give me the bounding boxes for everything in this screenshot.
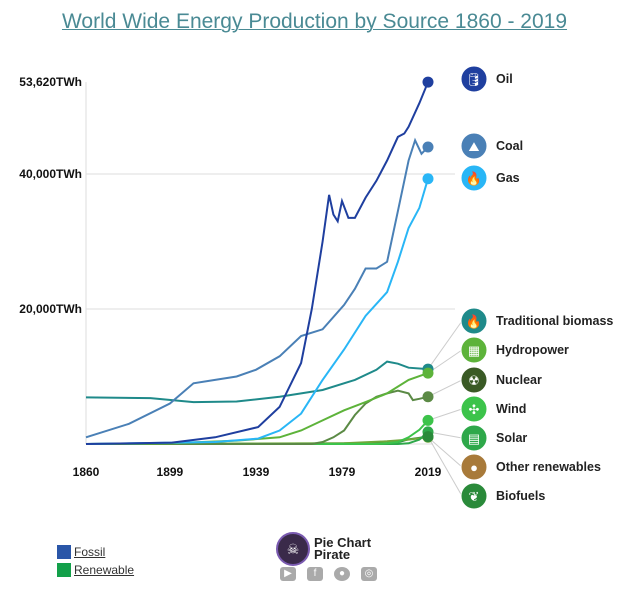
- series-label: Wind: [496, 402, 526, 416]
- end-point-wind[interactable]: [422, 414, 434, 426]
- corn-icon-glyph: ❦: [469, 489, 480, 504]
- coal-icon-glyph: ⛰: [469, 139, 480, 154]
- series-line-gas: [85, 178, 429, 445]
- flame-icon: [460, 164, 488, 192]
- connector-line: [427, 408, 463, 421]
- series-label: Other renewables: [496, 460, 601, 474]
- x-tick-label: 1899: [157, 465, 184, 479]
- connector-line: [427, 320, 463, 370]
- youtube-icon[interactable]: ▶: [280, 567, 296, 581]
- brand-name-1: Pie Chart: [314, 535, 372, 550]
- dam-icon: [460, 336, 488, 364]
- end-point-oil[interactable]: [422, 76, 434, 88]
- end-point-nuclear[interactable]: [422, 391, 434, 403]
- series-line-wind: [86, 419, 429, 445]
- x-tick-label: 1860: [73, 465, 100, 479]
- series-line-coal: [85, 137, 429, 439]
- series-line-oil: [85, 81, 429, 445]
- legend-fossil[interactable]: Fossil: [57, 545, 105, 559]
- brand-logo[interactable]: ☠ Pie Chart Pirate: [276, 532, 371, 566]
- facebook-icon[interactable]: f: [307, 567, 323, 581]
- series-label: Coal: [496, 139, 523, 153]
- connector-line: [427, 349, 463, 374]
- campfire-icon-glyph: 🔥: [466, 314, 482, 329]
- reddit-icon[interactable]: ●: [334, 567, 350, 581]
- y-tick-label: 53,620TWh: [19, 75, 82, 89]
- connector-line: [427, 431, 463, 439]
- connector-line: [427, 436, 463, 497]
- corn-icon: [460, 482, 488, 510]
- oil-barrel-icon: [460, 65, 488, 93]
- series-line-traditional-biomass: [85, 360, 429, 404]
- solar-panel-icon: [460, 424, 488, 452]
- legend-label: Fossil: [74, 545, 106, 559]
- x-tick-label: 1979: [329, 465, 356, 479]
- end-point-hydropower[interactable]: [422, 367, 434, 379]
- series-line-hydropower: [85, 372, 429, 445]
- end-point-gas[interactable]: [422, 173, 434, 185]
- y-tick-label: 40,000TWh: [19, 167, 82, 181]
- connector-line: [427, 379, 463, 398]
- flame-icon-glyph: 🔥: [466, 171, 482, 186]
- dam-icon-glyph: ▦: [468, 343, 480, 358]
- series-label: Solar: [496, 431, 527, 445]
- series-label: Hydropower: [496, 343, 569, 357]
- end-point-biofuels[interactable]: [422, 431, 434, 443]
- connector-line: [427, 436, 463, 468]
- solar-panel-icon-glyph: ▤: [468, 431, 480, 446]
- coal-icon: [460, 132, 488, 160]
- oil-barrel-icon-glyph: 🛢: [466, 72, 483, 87]
- series-label: Traditional biomass: [496, 314, 613, 328]
- other-renewables-icon-glyph: ●: [470, 460, 478, 475]
- campfire-icon: [460, 307, 488, 335]
- instagram-icon[interactable]: ◎: [361, 567, 377, 581]
- legend-renewable[interactable]: Renewable: [57, 563, 134, 577]
- series-label: Gas: [496, 171, 520, 185]
- chart-title: World Wide Energy Production by Source 1…: [61, 10, 568, 33]
- end-point-coal[interactable]: [422, 141, 434, 153]
- legend-label: Renewable: [74, 563, 135, 577]
- series-label: Nuclear: [496, 373, 542, 387]
- wind-turbine-icon-glyph: ✣: [469, 402, 480, 417]
- series-label: Biofuels: [496, 489, 545, 503]
- x-tick-label: 2019: [415, 465, 442, 479]
- other-renewables-icon: [460, 453, 488, 481]
- pirate-avatar-icon: ☠: [276, 532, 310, 566]
- brand-name-2: Pirate: [314, 547, 351, 562]
- legend-swatch-renewable: [57, 563, 71, 577]
- series-label: Oil: [496, 72, 513, 86]
- x-tick-label: 1939: [243, 465, 270, 479]
- legend-swatch-fossil: [57, 545, 71, 559]
- y-tick-label: 20,000TWh: [19, 302, 82, 316]
- radiation-icon: [460, 366, 488, 394]
- wind-turbine-icon: [460, 395, 488, 423]
- radiation-icon-glyph: ☢: [468, 373, 480, 388]
